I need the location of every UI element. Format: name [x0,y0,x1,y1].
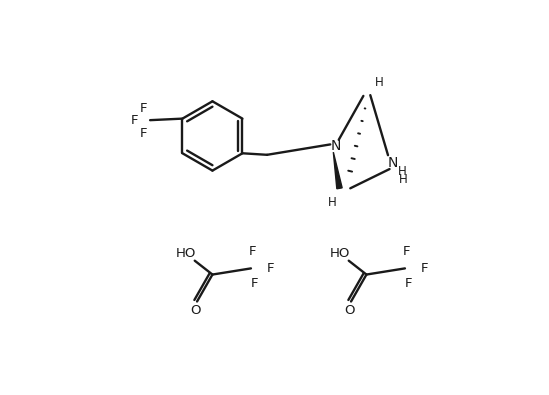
Text: O: O [191,304,201,317]
Polygon shape [333,152,342,189]
Text: H: H [399,173,408,186]
Text: F: F [139,102,147,115]
Text: F: F [403,245,410,258]
Text: O: O [344,304,355,317]
Text: N: N [330,139,341,153]
Text: F: F [405,277,412,290]
Text: HO: HO [330,247,350,260]
Text: F: F [251,277,259,290]
Text: H: H [375,75,384,88]
Text: F: F [139,127,147,140]
Text: F: F [131,115,138,128]
Text: HO: HO [176,247,197,260]
Text: F: F [267,262,274,275]
Text: H: H [398,165,407,178]
Text: F: F [249,245,256,258]
Text: F: F [421,262,429,275]
Text: H: H [328,196,337,209]
Text: N: N [388,156,398,170]
